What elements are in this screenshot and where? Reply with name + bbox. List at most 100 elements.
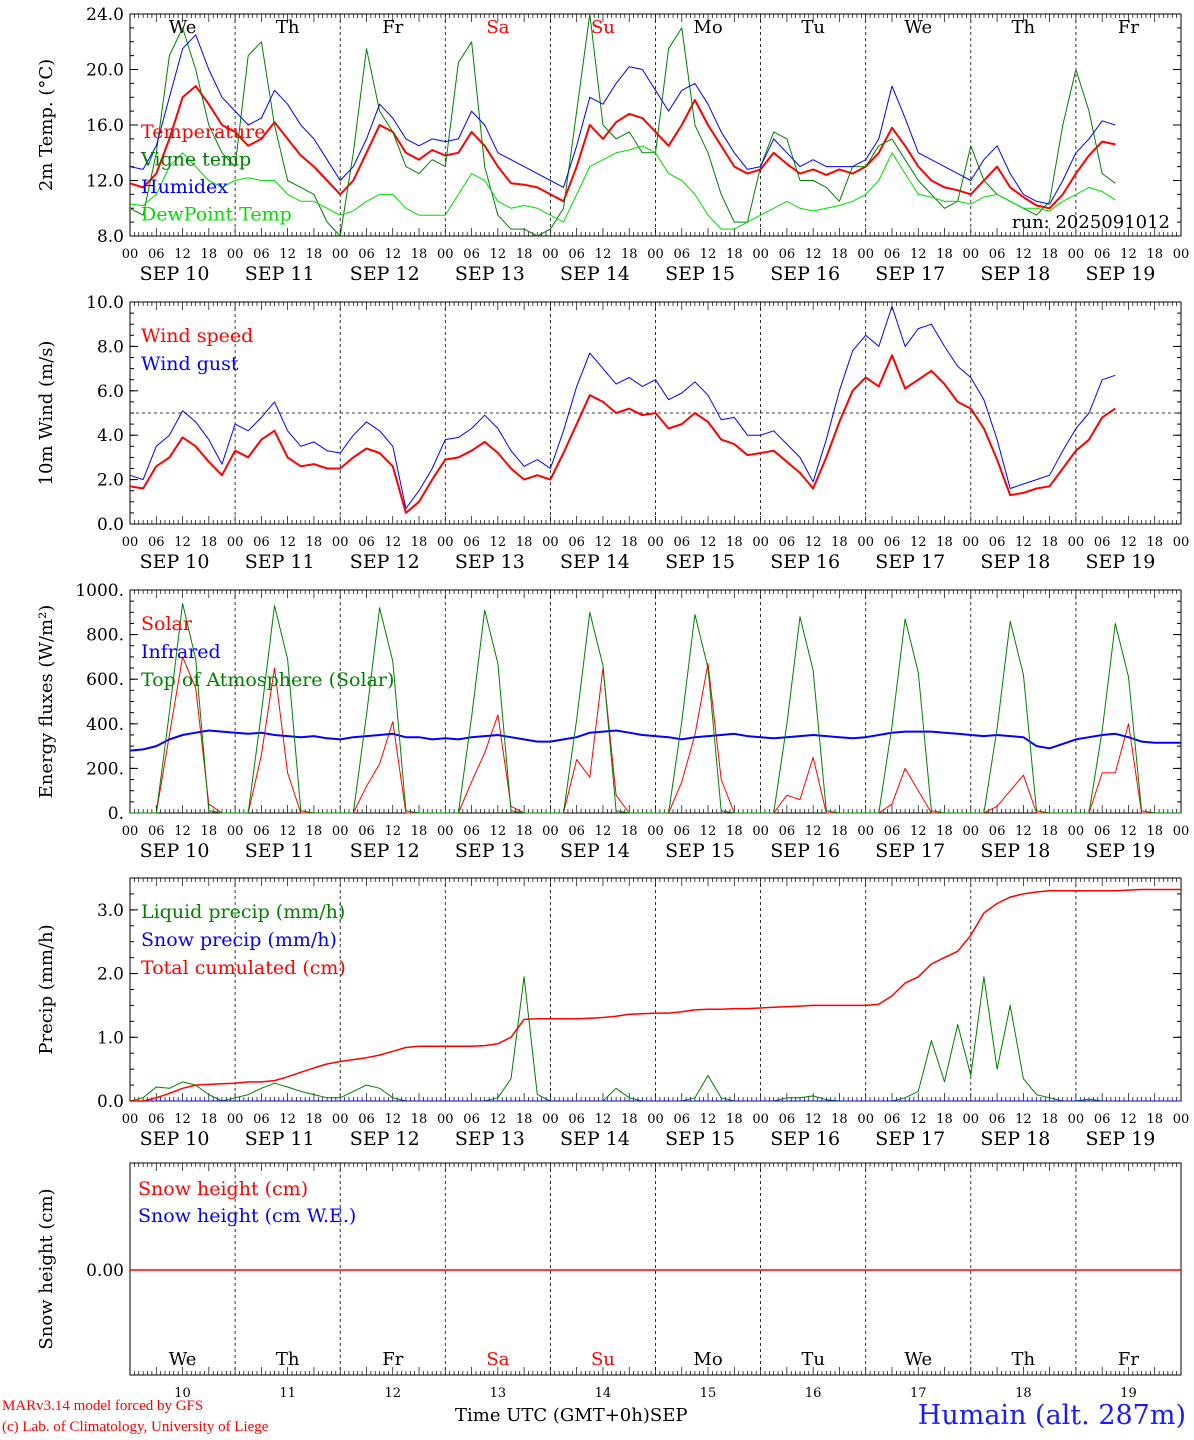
date-label: SEP 16 (770, 551, 840, 573)
date-label: SEP 12 (350, 263, 420, 285)
hour-tick-label: 00 (1068, 824, 1085, 839)
hour-tick-label: 00 (857, 535, 874, 550)
weekday-label: Sa (486, 17, 509, 38)
legend-entry: Total cumulated (cm) (141, 957, 346, 979)
weekday-label: Fr (382, 1349, 403, 1370)
hour-tick-label: 06 (989, 1112, 1006, 1127)
date-label: SEP 17 (875, 840, 945, 862)
hour-tick-label: 00 (1173, 535, 1190, 550)
panel-2: 0.0 2.0 4.0 6.0 8.0 10.0 10m Wind (m/s) Wind sp… (36, 293, 1189, 573)
hour-tick-label: 18 (1146, 535, 1163, 550)
hour-tick-label: 18 (936, 247, 953, 262)
date-label: SEP 14 (560, 551, 630, 573)
weekday-label: Fr (1118, 17, 1139, 38)
hour-tick-label: 12 (384, 535, 401, 550)
hour-tick-label: 18 (726, 535, 743, 550)
date-label: SEP 18 (980, 551, 1050, 573)
hour-tick-label: 00 (437, 535, 454, 550)
hour-tick-label: 00 (332, 535, 349, 550)
hour-tick-label: 00 (227, 247, 244, 262)
hour-tick-label: 12 (700, 1112, 717, 1127)
hour-tick-label: 06 (148, 1112, 165, 1127)
date-label: SEP 11 (245, 551, 315, 573)
y-tick-label: 0. (108, 804, 124, 824)
day-number-label: 15 (700, 1386, 717, 1401)
hour-tick-label: 12 (1120, 535, 1137, 550)
hour-tick-label: 00 (752, 1112, 769, 1127)
hour-tick-label: 18 (936, 1112, 953, 1127)
series-line (129, 354, 1116, 514)
legend-entry: Snow precip (mm/h) (141, 929, 337, 951)
series-line (129, 85, 1116, 210)
weekday-label: Sa (486, 1349, 509, 1370)
hour-tick-label: 06 (779, 247, 796, 262)
date-label: SEP 11 (245, 263, 315, 285)
hour-tick-label: 06 (358, 1112, 375, 1127)
day-number-label: 10 (174, 1386, 191, 1401)
hour-tick-label: 00 (437, 1112, 454, 1127)
date-label: SEP 17 (875, 263, 945, 285)
hour-tick-label: 18 (726, 247, 743, 262)
hour-tick-label: 12 (595, 535, 612, 550)
series-line (129, 729, 1181, 752)
y-tick-label: 800. (86, 626, 124, 646)
hour-tick-label: 18 (411, 824, 428, 839)
hour-tick-label: 18 (411, 1112, 428, 1127)
y-tick-label: 0.0 (97, 1092, 124, 1112)
date-label: SEP 12 (350, 551, 420, 573)
y-axis-title: 2m Temp. (°C) (36, 59, 57, 191)
hour-tick-label: 06 (1094, 535, 1111, 550)
hour-tick-label: 12 (805, 824, 822, 839)
weekday-label: Fr (382, 17, 403, 38)
hour-tick-label: 06 (463, 247, 480, 262)
hour-tick-label: 00 (122, 247, 139, 262)
lab-credit: (c) Lab. of Climatology, University of L… (2, 1419, 269, 1435)
hour-tick-label: 18 (306, 1112, 323, 1127)
legend-entry: Infrared (141, 641, 221, 663)
hour-tick-label: 12 (174, 247, 191, 262)
hour-tick-label: 00 (857, 824, 874, 839)
hour-tick-label: 06 (779, 535, 796, 550)
y-tick-label: 4.0 (97, 426, 124, 446)
weekday-label: Su (591, 1349, 615, 1370)
weekday-label: Su (591, 17, 615, 38)
hour-tick-label: 18 (621, 535, 638, 550)
date-label: SEP 15 (665, 1128, 735, 1150)
hour-tick-label: 12 (1015, 824, 1032, 839)
weekday-label: Th (276, 17, 300, 38)
hour-tick-label: 18 (831, 824, 848, 839)
legend-entry: Vigne temp (140, 149, 251, 171)
model-credit: MARv3.14 model forced by GFS (2, 1398, 204, 1414)
y-tick-label: 2.0 (97, 965, 124, 985)
hour-tick-label: 18 (621, 247, 638, 262)
hour-tick-label: 06 (358, 535, 375, 550)
date-label: SEP 14 (560, 840, 630, 862)
legend-entry: Snow height (cm W.E.) (138, 1205, 356, 1227)
hour-tick-label: 18 (621, 1112, 638, 1127)
hour-tick-label: 06 (568, 535, 585, 550)
hour-tick-label: 18 (726, 824, 743, 839)
hour-tick-label: 06 (989, 824, 1006, 839)
hour-tick-label: 00 (227, 1112, 244, 1127)
hour-tick-label: 00 (857, 247, 874, 262)
hour-tick-label: 18 (516, 1112, 533, 1127)
date-label: SEP 16 (770, 840, 840, 862)
hour-tick-label: 00 (647, 535, 664, 550)
weekday-label: Mo (693, 17, 722, 38)
date-label: SEP 12 (350, 1128, 420, 1150)
hour-tick-label: 12 (700, 535, 717, 550)
time-axis-month: SEP (649, 1405, 688, 1426)
hour-tick-label: 06 (148, 247, 165, 262)
hour-tick-label: 00 (437, 824, 454, 839)
hour-tick-label: 12 (174, 824, 191, 839)
hour-tick-label: 00 (332, 824, 349, 839)
hour-tick-label: 06 (358, 247, 375, 262)
hour-tick-label: 12 (174, 535, 191, 550)
date-label: SEP 19 (1086, 263, 1156, 285)
hour-tick-label: 12 (1015, 535, 1032, 550)
legend-entry: Solar (141, 613, 193, 635)
hour-tick-label: 06 (674, 535, 691, 550)
weekday-label: We (904, 1349, 932, 1370)
date-label: SEP 10 (140, 840, 210, 862)
